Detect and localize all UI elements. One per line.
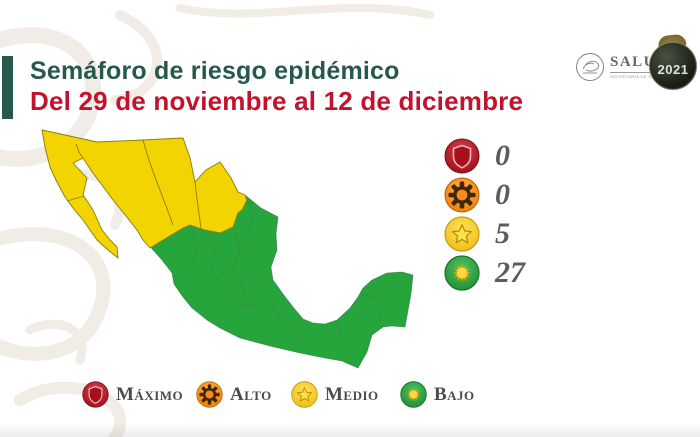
star-icon bbox=[444, 216, 480, 252]
risk-count-row-alto: 0 bbox=[444, 176, 525, 213]
risk-count-value: 27 bbox=[495, 255, 525, 289]
legend-label: Bajo bbox=[434, 383, 475, 405]
shield-icon bbox=[82, 381, 109, 408]
legend-item-alto: Alto bbox=[196, 381, 272, 408]
legend-item-maximo: Máximo bbox=[82, 381, 183, 408]
map-region-medio bbox=[41, 129, 248, 259]
eagle-seal-icon bbox=[576, 53, 604, 81]
legend-label: Alto bbox=[230, 383, 272, 405]
legend-item-bajo: Bajo bbox=[400, 381, 475, 408]
risk-count-row-bajo: 27 bbox=[444, 254, 525, 291]
legend-label: Máximo bbox=[116, 383, 184, 405]
shield-icon bbox=[444, 138, 480, 174]
mexico-map bbox=[40, 122, 460, 372]
bottom-fade bbox=[0, 424, 700, 437]
left-accent-bar bbox=[2, 56, 13, 119]
gear-icon bbox=[444, 177, 480, 213]
salud-logo-caption: SECRETARÍA DE SALUD bbox=[610, 72, 669, 79]
year-badge-2021: 2021 bbox=[649, 42, 697, 90]
risk-count-value: 0 bbox=[495, 138, 510, 172]
risk-count-row-medio: 5 bbox=[444, 215, 525, 252]
legend-label: Medio bbox=[325, 383, 379, 405]
risk-count-value: 0 bbox=[495, 177, 510, 211]
gear-icon bbox=[196, 381, 223, 408]
year-badge-label: 2021 bbox=[657, 61, 689, 77]
sun-icon bbox=[400, 381, 427, 408]
legend-item-medio: Medio bbox=[291, 381, 379, 408]
mexico-map-svg bbox=[41, 129, 414, 369]
risk-count-value: 5 bbox=[495, 216, 510, 250]
page-subtitle: Del 29 de noviembre al 12 de diciembre bbox=[30, 86, 524, 116]
state-borders-yellow bbox=[66, 139, 202, 229]
sun-icon bbox=[444, 255, 480, 291]
star-icon bbox=[291, 381, 318, 408]
state-borders-green bbox=[189, 194, 383, 348]
risk-legend: Máximo Alto Medio Bajo bbox=[0, 381, 700, 411]
risk-count-panel: 0 0 5 27 bbox=[444, 137, 525, 291]
page-title: Semáforo de riesgo epidémico bbox=[30, 57, 400, 85]
risk-count-row-maximo: 0 bbox=[444, 137, 525, 174]
